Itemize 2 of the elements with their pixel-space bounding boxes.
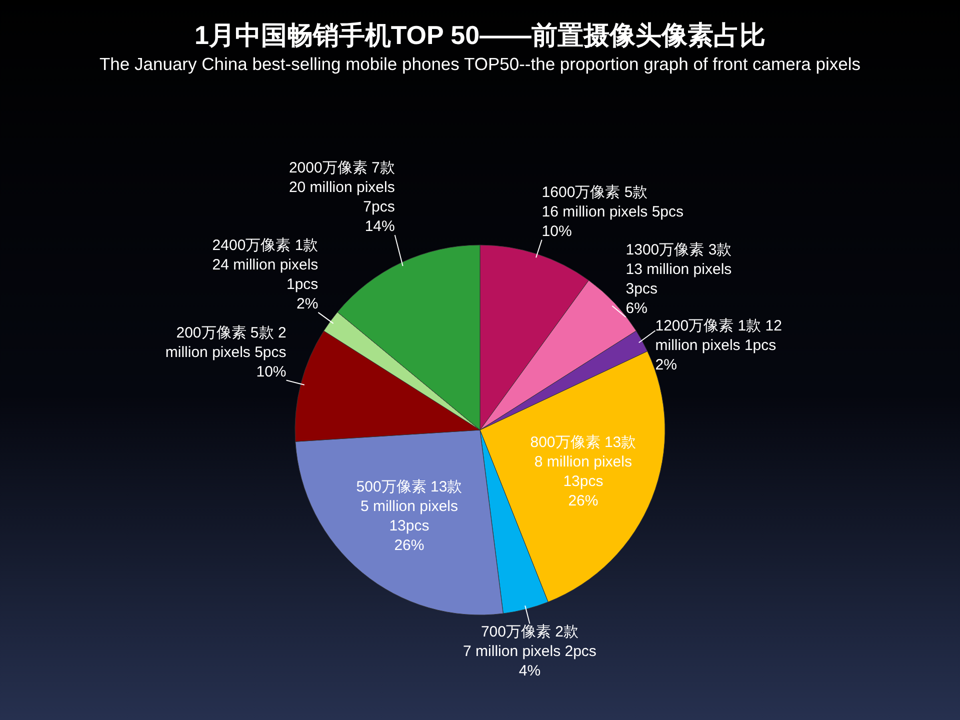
title: 1月中国畅销手机TOP 50——前置摄像头像素占比 bbox=[194, 20, 766, 50]
subtitle: The January China best-selling mobile phones TOP50--the proportion graph of front camera pixels bbox=[99, 54, 861, 74]
